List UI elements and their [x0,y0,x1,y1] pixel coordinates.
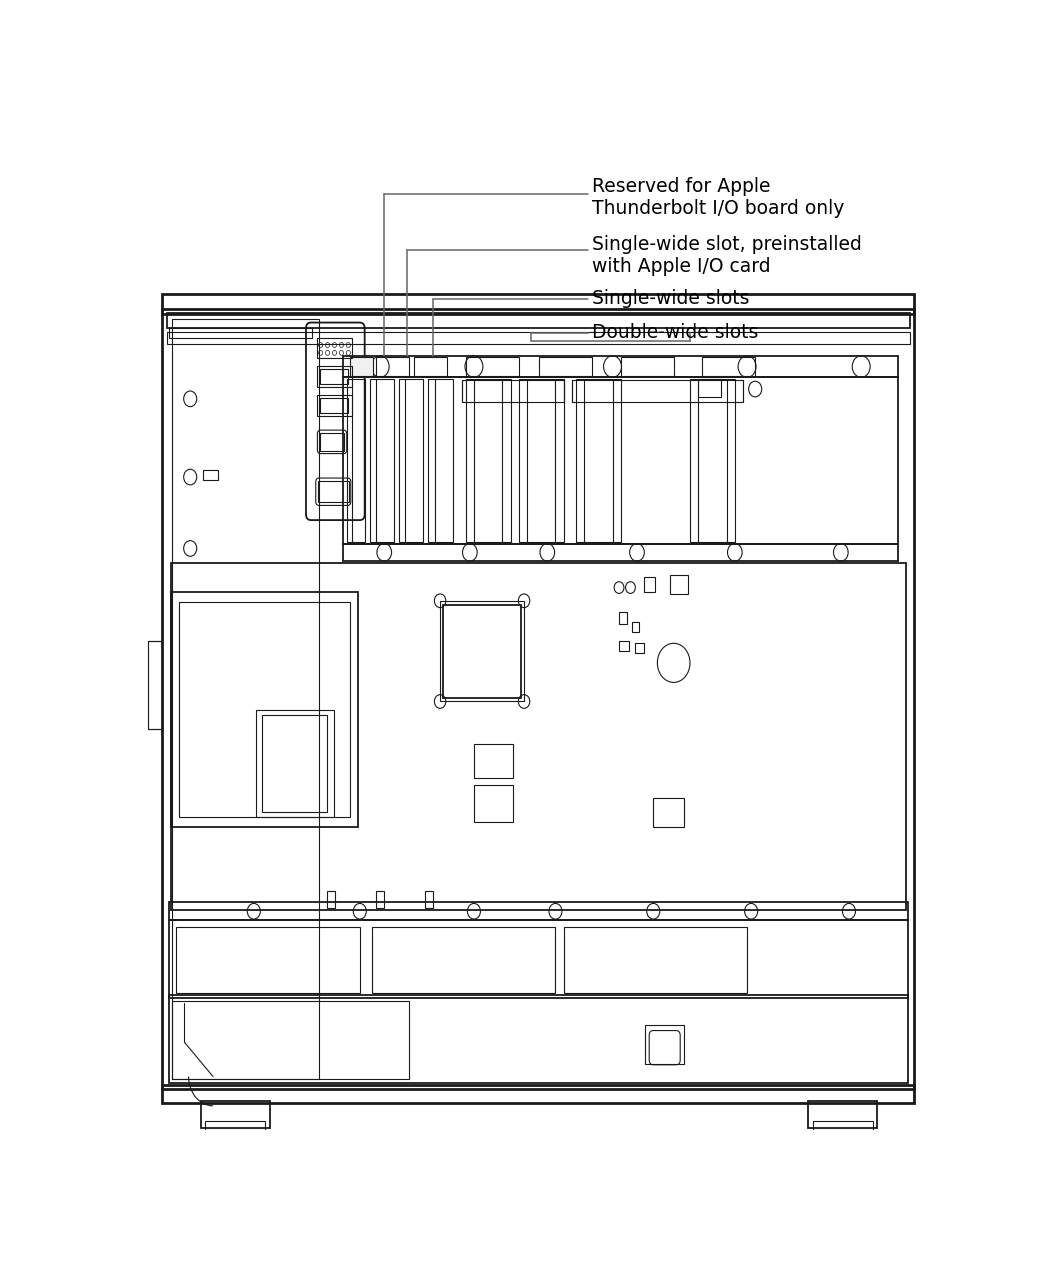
Bar [344,356,898,377]
Bar [170,563,906,911]
Bar [699,380,721,396]
Bar [318,481,349,503]
Bar [377,890,384,908]
Bar [173,1001,408,1080]
Bar [619,641,629,652]
Bar [327,890,336,908]
Bar [440,601,524,701]
Bar [621,357,673,376]
Bar [166,333,910,344]
Bar [462,380,564,401]
Bar [466,380,510,541]
Text: Single-wide slots: Single-wide slots [592,290,750,309]
Bar [572,380,743,401]
Bar [414,357,447,376]
Bar [317,338,352,358]
Bar [317,366,352,387]
Bar [443,605,521,697]
Bar [203,470,218,480]
Bar [644,577,655,593]
Bar [320,398,347,414]
Bar [205,1120,265,1130]
Bar [466,357,519,376]
Bar [173,319,319,1080]
Bar [653,798,684,827]
Bar [350,357,372,376]
Bar [162,1086,914,1102]
Bar [372,927,555,993]
Bar [162,295,914,314]
Bar [425,890,433,908]
Bar [575,380,621,541]
Bar [808,1101,877,1128]
Bar [177,927,360,993]
Bar [377,357,408,376]
Text: Single-wide slot, preinstalled
with Apple I/O card: Single-wide slot, preinstalled with Appl… [592,235,862,276]
Bar [162,309,914,1090]
Bar [147,641,162,729]
Bar [262,715,327,813]
Bar [473,785,513,822]
Bar [703,357,755,376]
Bar [166,312,910,329]
Bar [320,368,347,384]
Bar [519,380,564,541]
Bar [257,710,333,818]
Bar [428,380,452,541]
Bar [635,644,644,653]
Bar [169,919,908,998]
Bar [170,592,358,827]
Bar [619,612,627,624]
Bar [169,329,311,338]
Bar [179,602,350,818]
Bar [632,622,639,631]
Bar [473,744,513,779]
Bar [540,357,592,376]
Bar [564,927,747,993]
Bar [344,544,898,561]
Bar [645,1025,684,1064]
Bar [201,1101,270,1128]
Bar [344,377,898,544]
Text: Reserved for Apple
Thunderbolt I/O board only: Reserved for Apple Thunderbolt I/O board… [592,177,845,218]
Bar [399,380,423,541]
Bar [347,380,365,541]
Bar [813,1120,873,1130]
Bar [169,903,908,919]
Bar [320,433,344,451]
Bar [317,395,352,417]
Bar [169,996,908,1083]
Bar [690,380,735,541]
Text: Double-wide slots: Double-wide slots [592,323,758,342]
Bar [369,380,394,541]
Bar [670,575,688,594]
